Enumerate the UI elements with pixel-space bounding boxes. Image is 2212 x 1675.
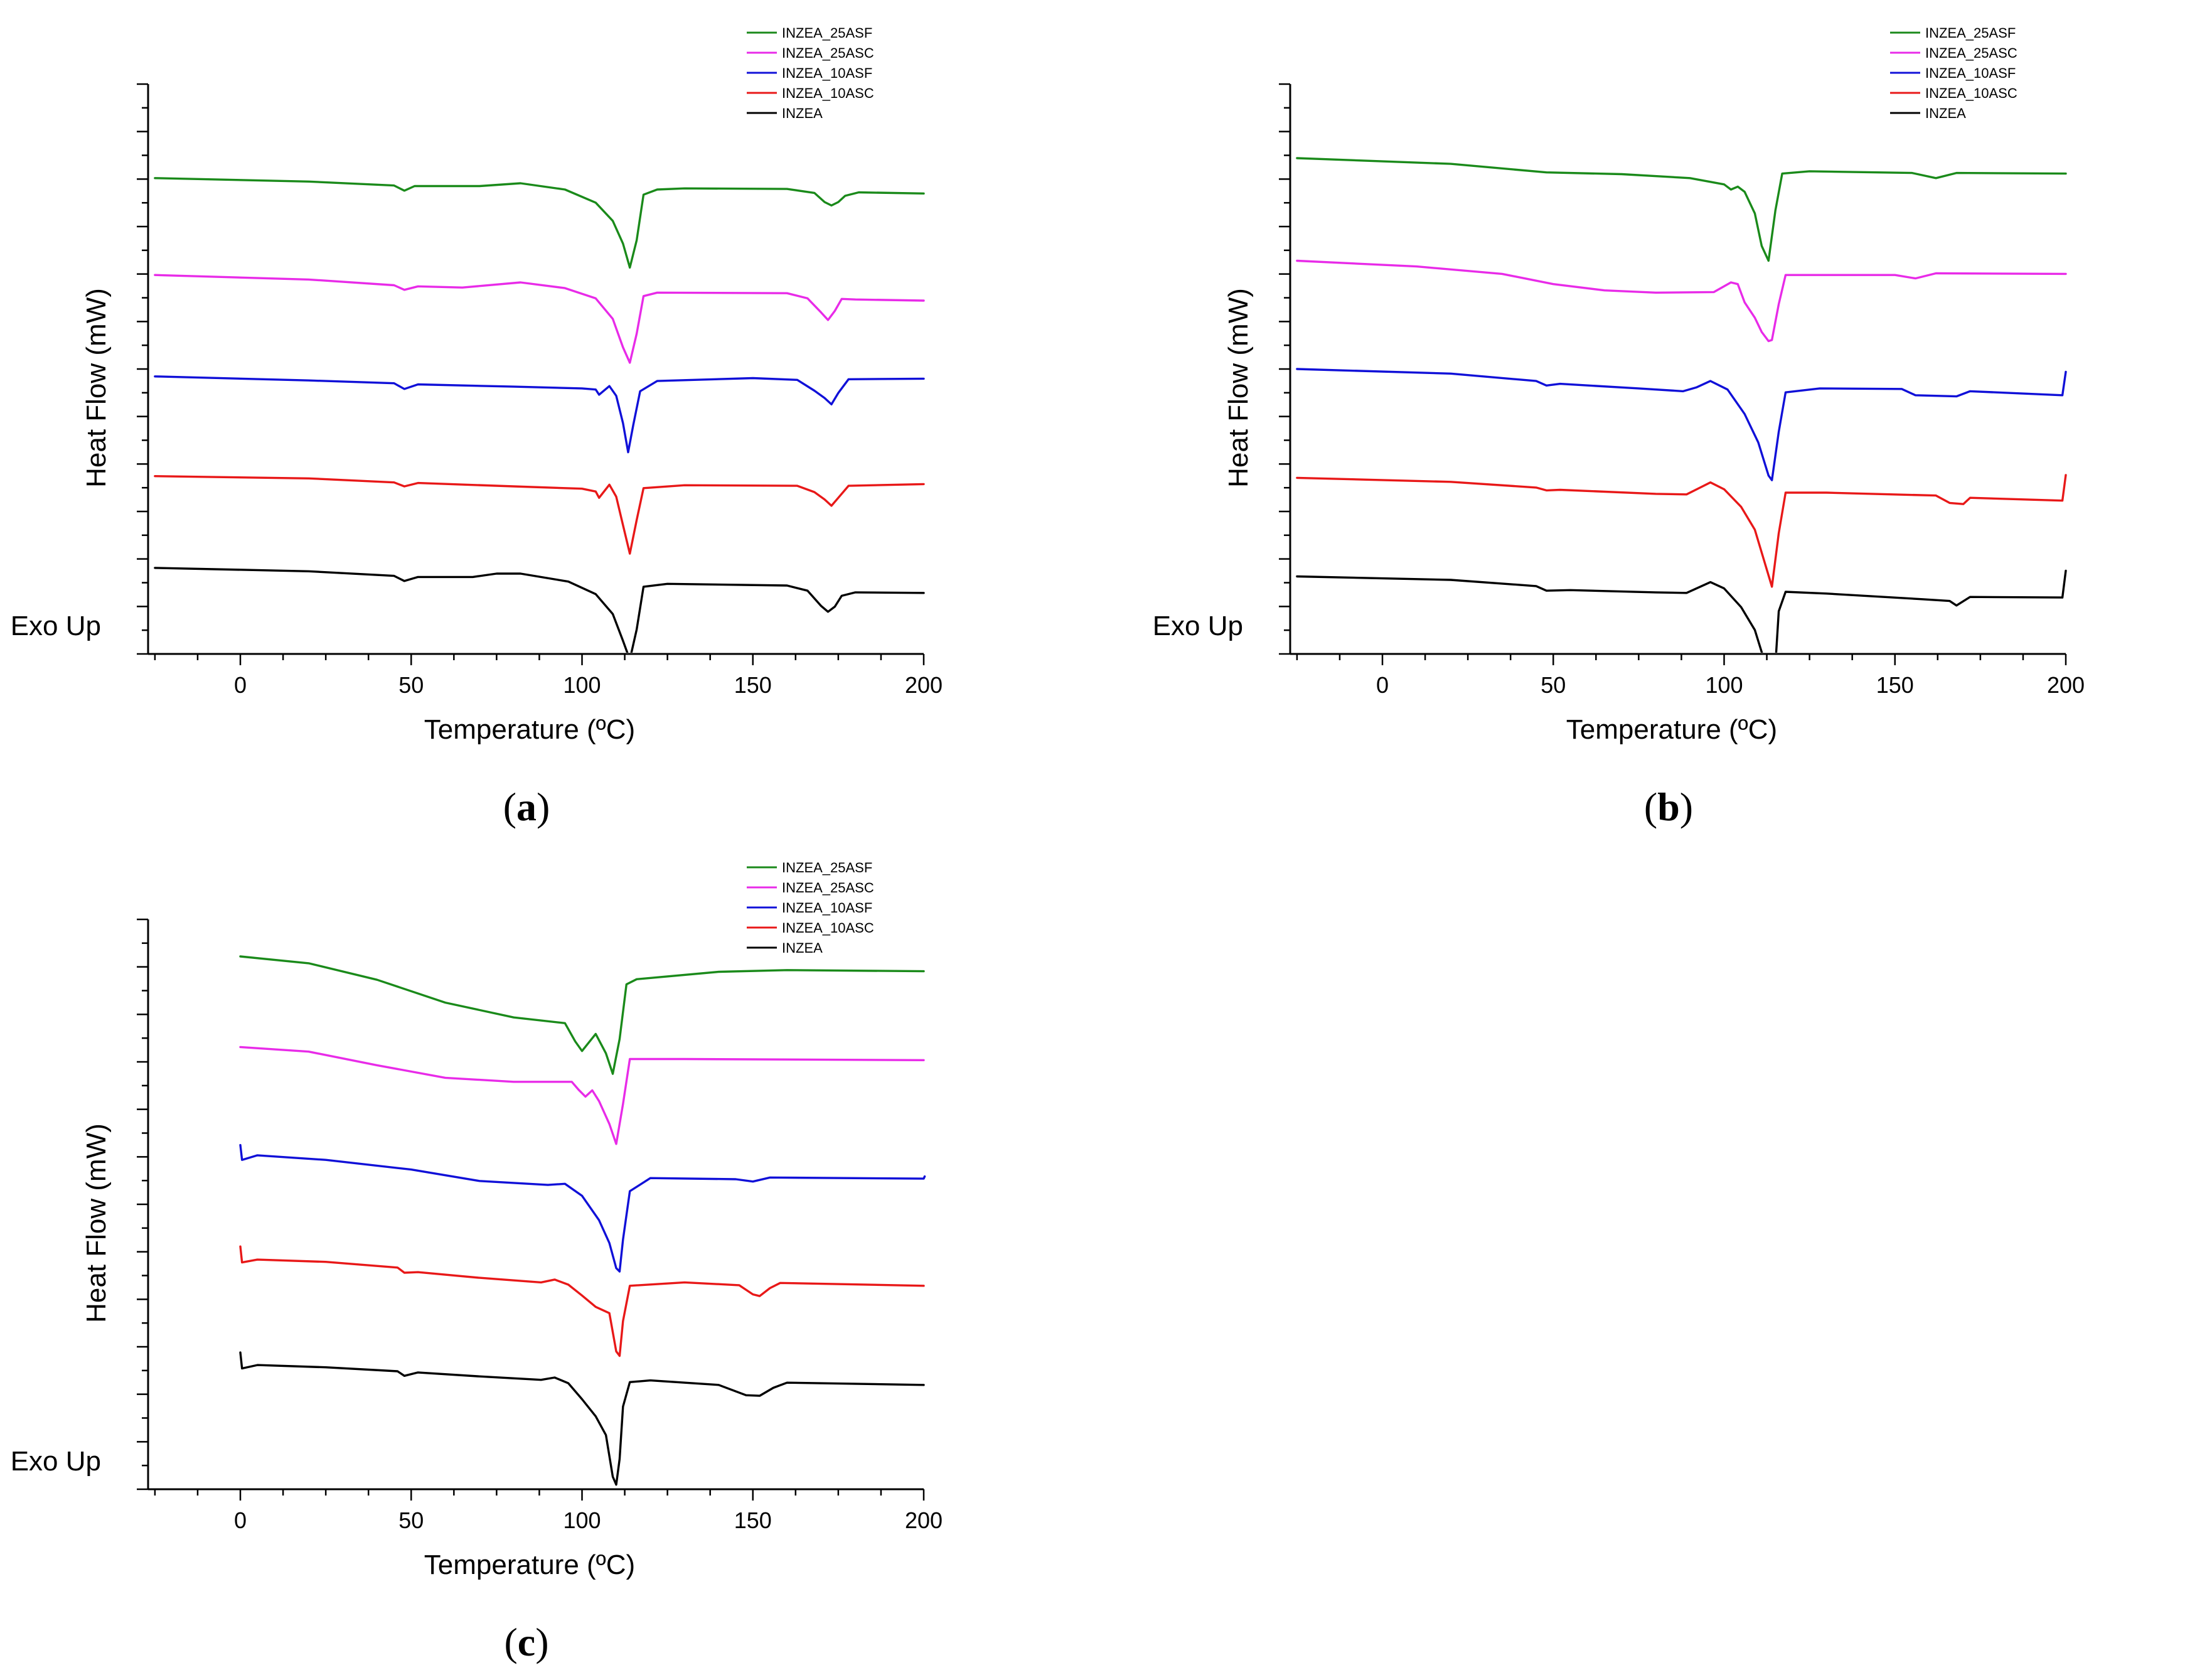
series-line-inzea-10asc [1296,474,2067,588]
legend-label: INZEA [782,940,823,956]
series-line-inzea-25asc [1296,259,2067,343]
exo-up-label: Exo Up [11,611,101,641]
x-tick-label: 100 [563,672,601,698]
legend-label: INZEA_10ASF [1925,65,2016,81]
legend-label: INZEA_25ASC [782,45,874,61]
y-axis-title: Heat Flow (mW) [81,1123,112,1323]
x-tick-label: 0 [234,672,247,698]
legend-label: INZEA_25ASC [782,880,874,896]
series-line-inzea-10asf [1296,368,2067,481]
x-axis-title: Temperature (ºC) [424,1549,635,1580]
exo-up-label: Exo Up [1153,611,1243,641]
series-line-inzea-10asf [239,1143,926,1273]
series-line-inzea [239,1351,925,1486]
legend-label: INZEA_10ASF [782,900,872,916]
y-axis-title: Heat Flow (mW) [1223,288,1254,488]
panel-a: 0 50 100 150 200 Temperature (ºC) Heat Flow (m… [11,25,943,829]
x-tick-label: 150 [1876,672,1914,698]
x-tick-label: 200 [905,672,943,698]
panel-caption: (a) [503,784,550,829]
series-line-inzea-25asc [154,274,925,364]
panel-caption: (b) [1644,784,1693,829]
exo-up-label: Exo Up [11,1446,101,1477]
legend-label: INZEA_25ASF [1925,25,2016,41]
x-axis-title: Temperature (ºC) [1566,714,1777,745]
x-tick-label: 0 [1376,672,1389,698]
x-tick-label: 100 [1705,672,1743,698]
x-tick-label: 100 [563,1507,601,1533]
legend-label: INZEA_25ASF [782,860,872,875]
legend-label: INZEA_10ASF [782,65,872,81]
series-line-inzea-25asc [239,1046,925,1145]
series-line-inzea-10asc [154,475,925,555]
x-tick-label: 200 [905,1507,943,1533]
series-line-inzea-25asf [154,177,925,269]
panel-caption: (c) [504,1620,548,1664]
series-line-inzea-25asf [239,955,925,1075]
legend-label: INZEA [782,105,823,121]
x-tick-label: 0 [234,1507,247,1533]
series-line-inzea-10asc [239,1245,925,1357]
series-line-inzea-10asf [154,375,925,454]
series-line-inzea [1296,569,2067,653]
legend-label: INZEA_10ASC [782,920,874,936]
legend-label: INZEA [1925,105,1966,121]
x-axis-title: Temperature (ºC) [424,714,635,745]
series-line-inzea-25asf [1296,157,2067,262]
x-tick-label: 50 [1541,672,1566,698]
legend-label: INZEA_25ASC [1925,45,2017,61]
series-line-inzea [154,567,925,653]
x-tick-label: 150 [734,672,772,698]
x-tick-label: 150 [734,1507,772,1533]
panel-b: 0 50 100 150 200 Temperature (ºC) Heat Flow (m… [1153,25,2085,829]
legend-label: INZEA_25ASF [782,25,872,41]
x-tick-label: 50 [398,672,424,698]
panel-c: 0 50 100 150 200 Temperature (ºC) Heat Flow (m… [11,860,943,1664]
legend-label: INZEA_10ASC [782,85,874,101]
y-axis-title: Heat Flow (mW) [81,288,112,488]
x-tick-label: 50 [398,1507,424,1533]
legend-label: INZEA_10ASC [1925,85,2017,101]
x-tick-label: 200 [2047,672,2085,698]
